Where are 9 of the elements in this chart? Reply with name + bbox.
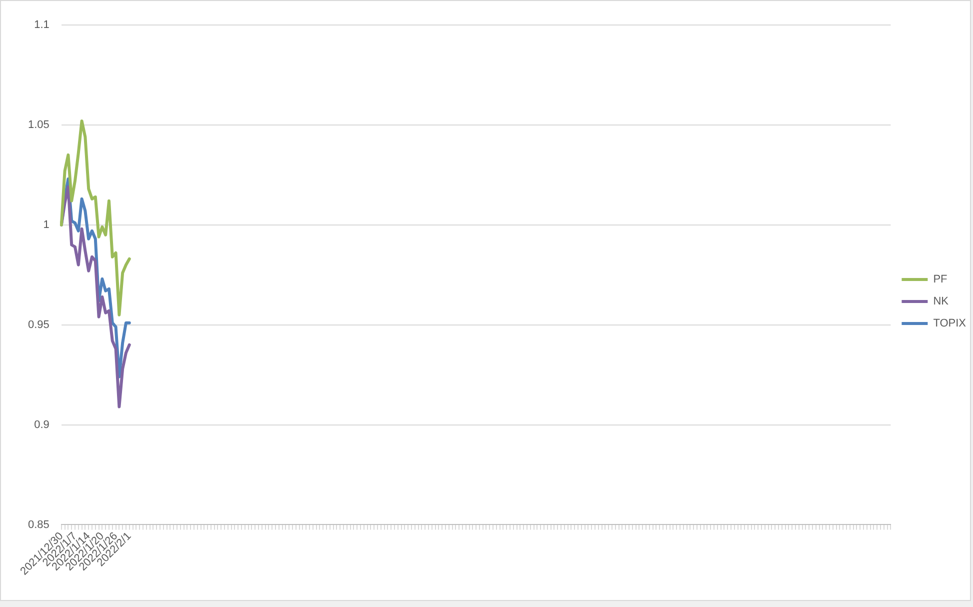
y-tick-label: 1.1 [34,19,50,32]
legend-label: NK [933,296,950,308]
y-tick-label: 0.85 [28,518,50,531]
legend-label: TOPIX [933,318,967,330]
legend-label: PF [933,274,948,286]
y-tick-label: 0.9 [34,418,50,431]
y-tick-label: 1 [43,218,50,231]
y-tick-label: 0.95 [28,318,50,331]
y-tick-label: 1.05 [28,118,50,131]
